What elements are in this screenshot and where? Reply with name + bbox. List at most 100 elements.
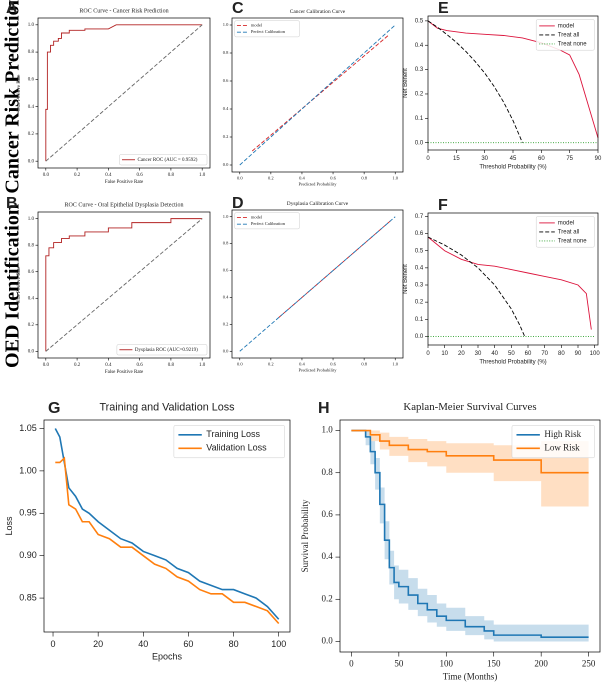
series-line — [54, 428, 280, 620]
x-tick-label: 0.4 — [299, 361, 305, 366]
y-tick-label: 0.6 — [223, 78, 229, 83]
y-tick-label: 0.6 — [28, 270, 35, 275]
y-tick-label: 0.2 — [223, 321, 229, 326]
x-tick-label: 20 — [458, 351, 465, 357]
series-line — [251, 34, 390, 152]
y-tick-label: 0.1 — [415, 317, 424, 323]
plot-frame — [427, 15, 599, 151]
x-tick-label: 40 — [491, 351, 498, 357]
x-tick-label: 0.0 — [237, 175, 243, 180]
legend-label: Perfect Calibration — [251, 29, 286, 34]
legend-box — [535, 216, 595, 248]
legend-box — [119, 154, 208, 166]
x-tick-label: 1.0 — [392, 175, 398, 180]
series-line — [45, 24, 203, 162]
chart-title: Kaplan-Meier Survival Curves — [403, 401, 536, 413]
x-tick-label: 0.6 — [330, 175, 336, 180]
row-label: OED Identification — [2, 204, 24, 368]
series-line — [45, 24, 203, 162]
y-tick-label: 0.4 — [223, 294, 229, 299]
x-tick-label: 0.4 — [105, 173, 112, 178]
legend-label: Treat none — [558, 238, 587, 244]
y-tick-label: 0.8 — [223, 241, 229, 246]
legend-label: model — [251, 214, 263, 219]
plot-frame — [231, 209, 404, 359]
y-tick-label: 0.2 — [28, 323, 35, 328]
series-line — [427, 236, 592, 330]
x-tick-label: 0.6 — [137, 363, 144, 368]
x-tick-label: 0.8 — [361, 175, 367, 180]
x-tick-label: 30 — [481, 156, 488, 162]
y-tick-label: 1.0 — [28, 217, 35, 222]
y-tick-label: 0.0 — [28, 159, 35, 164]
panel-letter: F — [438, 197, 448, 214]
y-tick-label: 0.0 — [223, 348, 229, 353]
y-tick-label: 0.8 — [223, 50, 229, 55]
x-tick-label: 1.0 — [199, 173, 206, 178]
y-tick-label: 0.2 — [415, 300, 424, 306]
x-axis-label: Threshold Probability (%) — [479, 359, 546, 365]
series-line — [239, 216, 396, 352]
legend-box — [234, 20, 300, 38]
y-tick-label: 0.6 — [223, 268, 229, 273]
y-tick-label: 1.0 — [223, 214, 229, 219]
panel-letter: H — [318, 400, 330, 417]
x-tick-label: 0.0 — [43, 173, 50, 178]
x-axis-label: False Positive Rate — [105, 180, 144, 185]
y-tick-label: 0.6 — [415, 231, 424, 237]
y-tick-label: 0.0 — [322, 636, 334, 646]
row-label: Cancer Risk Prediction — [2, 0, 24, 194]
y-tick-label: 0.5 — [415, 248, 424, 254]
panel-letter: A — [6, 0, 18, 17]
y-tick-label: 0.7 — [415, 214, 424, 220]
plot-frame — [43, 419, 291, 633]
x-tick-label: 1.0 — [392, 361, 398, 366]
series-line — [55, 456, 280, 625]
legend-label: Cancer ROC (AUC = 0.9592) — [138, 158, 198, 163]
x-tick-label: 75 — [566, 156, 573, 162]
x-axis-label: Epochs — [152, 652, 183, 662]
x-axis-label: Predicted Probability — [298, 368, 337, 373]
x-tick-label: 150 — [487, 659, 501, 669]
legend-box — [173, 425, 285, 459]
y-tick-label: 0.6 — [322, 509, 334, 519]
x-tick-label: 0.4 — [105, 363, 112, 368]
y-tick-label: 0.85 — [19, 592, 37, 602]
legend-label: Training Loss — [206, 429, 260, 439]
x-tick-label: 10 — [441, 351, 448, 357]
y-tick-label: 1.0 — [28, 23, 35, 28]
y-axis-label: Net Benefit — [403, 264, 409, 294]
x-tick-label: 0.8 — [168, 173, 175, 178]
y-axis-label: True Positive Rate — [17, 74, 22, 112]
x-tick-label: 1.0 — [199, 363, 206, 368]
chart-title: Cancer Calibration Curve — [290, 9, 346, 15]
y-axis-label: True Positive Rate — [17, 266, 22, 304]
y-axis-label: Survival Probability — [300, 499, 310, 572]
x-tick-label: 0.6 — [137, 173, 144, 178]
y-tick-label: 0.0 — [28, 350, 35, 355]
y-tick-label: 0.4 — [415, 265, 424, 271]
x-tick-label: 200 — [534, 659, 548, 669]
y-tick-label: 0.2 — [28, 132, 35, 137]
x-axis-label: Threshold Probability (%) — [479, 164, 546, 170]
y-tick-label: 0.2 — [322, 593, 333, 603]
x-tick-label: 80 — [558, 351, 565, 357]
series-line — [427, 20, 523, 143]
x-tick-label: 90 — [595, 156, 602, 162]
series-line — [351, 429, 589, 474]
y-tick-label: 0.5 — [415, 18, 424, 24]
x-tick-label: 100 — [440, 659, 454, 669]
plot-frame — [37, 211, 211, 359]
y-tick-label: 0.0 — [223, 162, 229, 167]
series-line — [239, 24, 396, 166]
series-line — [427, 236, 526, 337]
series-line — [427, 20, 599, 138]
y-tick-label: 0.8 — [28, 50, 35, 55]
panel-letter: E — [438, 0, 449, 17]
legend-box — [511, 425, 595, 459]
x-tick-label: 40 — [138, 639, 148, 649]
plot-frame — [427, 212, 599, 346]
x-tick-label: 70 — [541, 351, 548, 357]
plot-frame — [37, 17, 211, 169]
chart-title: ROC Curve - Cancer Risk Prediction — [79, 8, 168, 14]
